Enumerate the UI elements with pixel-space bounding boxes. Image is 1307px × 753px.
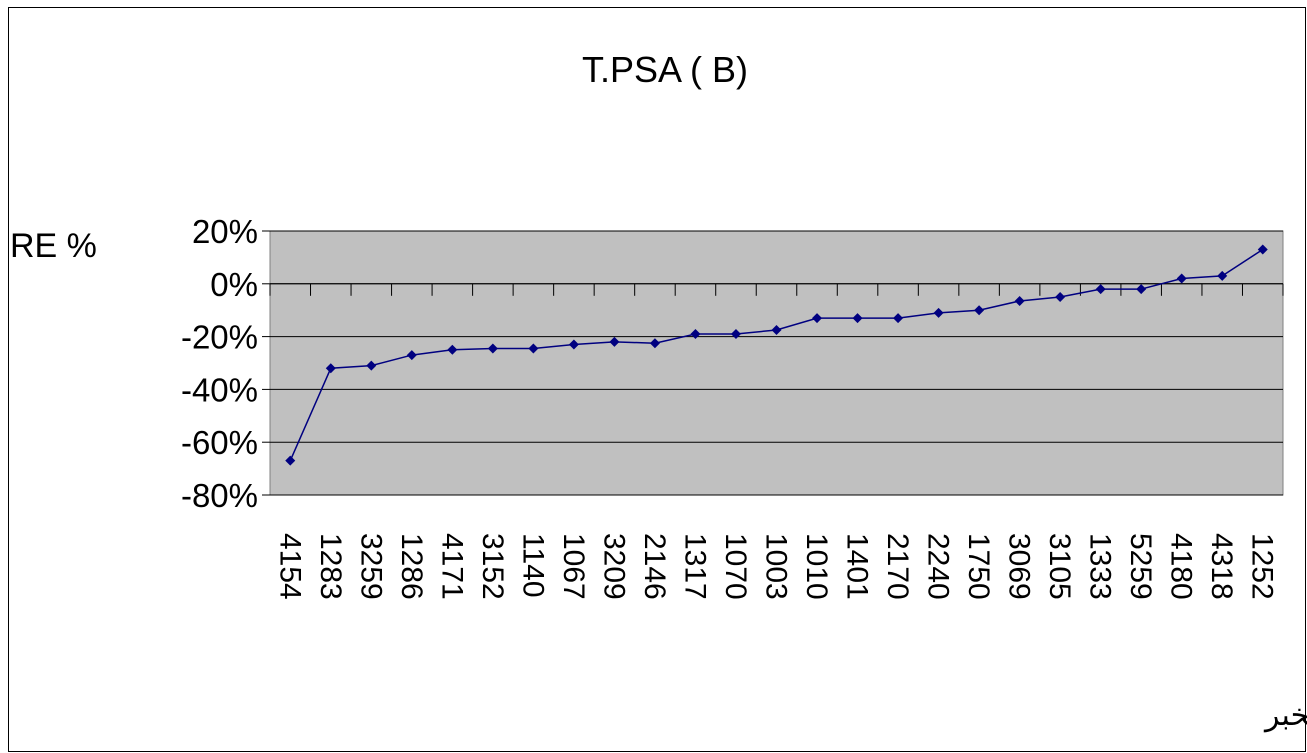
x-tick-label: 1067 <box>557 533 590 600</box>
data-point <box>366 360 377 371</box>
data-point <box>974 305 985 316</box>
y-tick-label: -40% <box>181 371 258 408</box>
data-point <box>771 325 782 335</box>
chart-title: T.PSA ( B) <box>582 49 748 90</box>
y-tick-label: 0% <box>210 266 258 303</box>
x-tick-label: 1317 <box>678 533 711 600</box>
data-point <box>649 338 660 349</box>
data-point <box>933 307 944 318</box>
x-axis-label: رمز المخبر <box>1263 699 1307 733</box>
y-tick-label: 20% <box>192 213 258 250</box>
x-tick-label: 2146 <box>638 533 671 600</box>
data-point <box>487 343 498 354</box>
data-point <box>447 344 458 355</box>
x-tick-label: 3152 <box>476 533 509 600</box>
data-point <box>406 350 417 361</box>
x-tick-label: 4180 <box>1165 533 1198 600</box>
data-point <box>852 313 863 324</box>
x-tick-label: 1010 <box>800 533 833 600</box>
data-point <box>609 336 620 347</box>
x-tick-label: 2240 <box>922 533 955 600</box>
data-point <box>1176 273 1187 284</box>
x-tick-label: 5259 <box>1124 533 1157 600</box>
data-point <box>528 343 539 354</box>
x-tick-label: 4318 <box>1205 533 1238 600</box>
x-tick-label: 1401 <box>841 533 874 600</box>
y-tick-label: -20% <box>181 319 258 356</box>
x-tick-label: 2170 <box>881 533 914 600</box>
x-tick-label: 1333 <box>1084 533 1117 600</box>
data-point <box>1136 284 1147 295</box>
x-tick-label: 1283 <box>314 533 347 600</box>
x-tick-label: 3259 <box>354 533 387 600</box>
x-tick-label: 1286 <box>395 533 428 600</box>
x-tick-label: 3069 <box>1003 533 1036 600</box>
data-point <box>1095 284 1106 295</box>
x-tick-label: 4171 <box>435 533 468 600</box>
data-point <box>1014 295 1025 306</box>
data-point <box>1257 244 1268 255</box>
x-tick-label: 1140 <box>516 533 549 598</box>
y-axis-label: RE % <box>10 227 97 265</box>
x-tick-label: 1252 <box>1246 533 1279 600</box>
y-tick-label: -80% <box>181 477 258 514</box>
x-tick-label: 1750 <box>962 533 995 600</box>
y-tick-label: -60% <box>181 424 258 461</box>
data-point <box>893 313 904 324</box>
x-tick-label: 4154 <box>273 533 306 600</box>
data-point <box>690 328 701 339</box>
data-point <box>285 455 296 466</box>
x-tick-label: 1003 <box>760 533 793 600</box>
data-point <box>730 328 741 339</box>
x-tick-label: 1070 <box>719 533 752 600</box>
x-tick-label: 3209 <box>597 533 630 600</box>
data-point <box>812 313 823 324</box>
data-point <box>568 339 579 350</box>
data-point <box>1055 292 1066 302</box>
data-point <box>1217 270 1228 281</box>
x-tick-label: 3105 <box>1043 533 1076 600</box>
data-point <box>325 363 336 374</box>
plot-area <box>269 230 1284 496</box>
